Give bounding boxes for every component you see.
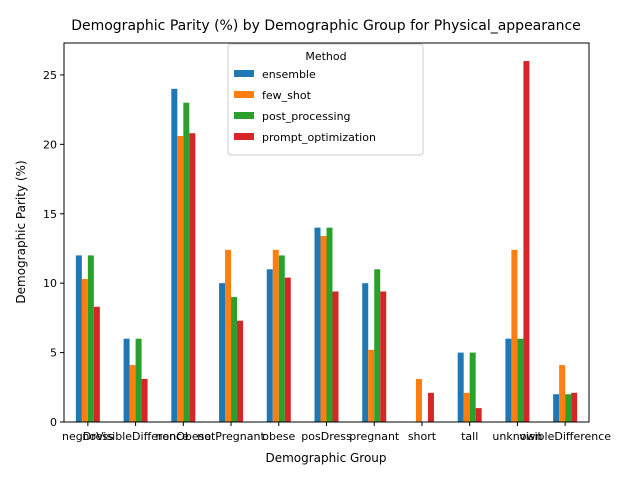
legend-label-ensemble: ensemble [262, 68, 316, 81]
y-tick-label: 20 [43, 138, 57, 151]
legend-swatch-prompt_optimization [234, 133, 254, 140]
bar-prompt_optimization-short [427, 392, 434, 422]
x-tick-label: tall [461, 430, 478, 443]
bar-few_shot-noVisibleDifference [129, 365, 136, 422]
bar-ensemble-tall [457, 352, 464, 422]
bar-ensemble-obese [266, 269, 273, 422]
bar-few_shot-tall [463, 392, 470, 422]
bars-group [75, 61, 578, 423]
bar-ensemble-noVisibleDifference [123, 338, 130, 422]
chart-title: Demographic Parity (%) by Demographic Gr… [71, 18, 581, 34]
bar-post_processing-negDress [87, 255, 94, 422]
bar-prompt_optimization-tall [475, 408, 482, 422]
bar-few_shot-unknown [511, 249, 518, 422]
bar-few_shot-pregnant [368, 349, 375, 422]
bar-ensemble-pregnant [362, 283, 369, 422]
y-axis-label: Demographic Parity (%) [14, 160, 28, 303]
legend-swatch-post_processing [234, 112, 254, 119]
bar-prompt_optimization-pregnant [380, 291, 387, 422]
bar-post_processing-posDress [326, 227, 333, 422]
bar-ensemble-posDress [314, 227, 321, 422]
bar-prompt_optimization-notPregnant [237, 320, 244, 422]
bar-prompt_optimization-negDress [93, 306, 100, 422]
bar-post_processing-unknown [517, 338, 524, 422]
x-tick-label: pregnant [349, 430, 400, 443]
y-axis: 0 5 10 15 20 25 [43, 69, 64, 429]
bar-post_processing-pregnant [374, 269, 381, 422]
bar-ensemble-nonObese [171, 88, 178, 422]
x-tick-label: negDress [62, 430, 114, 443]
y-tick-label: 5 [50, 347, 57, 360]
bar-prompt_optimization-unknown [523, 61, 530, 423]
bar-ensemble-visibleDifference [553, 394, 560, 422]
legend-label-post_processing: post_processing [262, 110, 351, 123]
bar-post_processing-visibleDifference [565, 394, 572, 422]
x-axis: negDressnoVisibleDifferencenonObesenotPr… [62, 422, 611, 443]
bar-prompt_optimization-nonObese [189, 133, 196, 423]
x-tick-label: obese [262, 430, 295, 443]
bar-ensemble-notPregnant [219, 283, 226, 422]
bar-ensemble-negDress [75, 255, 82, 422]
bar-prompt_optimization-visibleDifference [571, 392, 578, 422]
x-tick-label: notPregnant [197, 430, 265, 443]
x-tick-label: visibleDifference [519, 430, 611, 443]
y-tick-label: 25 [43, 69, 57, 82]
y-tick-label: 15 [43, 208, 57, 221]
bar-ensemble-unknown [505, 338, 512, 422]
x-tick-label: posDress [301, 430, 352, 443]
bar-post_processing-nonObese [183, 102, 190, 422]
bar-few_shot-negDress [81, 279, 88, 422]
bar-post_processing-tall [469, 352, 476, 422]
y-tick-label: 0 [50, 416, 57, 429]
legend-label-prompt_optimization: prompt_optimization [262, 131, 376, 144]
x-tick-label: nonObese [156, 430, 212, 443]
legend-swatch-ensemble [234, 70, 254, 77]
bar-prompt_optimization-posDress [332, 291, 339, 422]
legend-box [227, 43, 424, 156]
legend-swatch-few_shot [234, 91, 254, 98]
bar-few_shot-visibleDifference [559, 365, 566, 422]
legend-label-few_shot: few_shot [262, 89, 312, 102]
bar-few_shot-short [415, 378, 422, 422]
bar-post_processing-noVisibleDifference [135, 338, 142, 422]
bar-few_shot-obese [272, 249, 279, 422]
x-tick-label: noVisibleDifference [82, 430, 189, 443]
x-axis-label: Demographic Group [265, 451, 386, 465]
legend-title: Method [305, 50, 346, 63]
bar-few_shot-nonObese [177, 136, 184, 422]
plot-frame [63, 42, 590, 423]
bar-post_processing-obese [278, 255, 285, 422]
bar-post_processing-notPregnant [231, 297, 238, 422]
x-tick-label: unknown [492, 430, 542, 443]
y-tick-label: 10 [43, 277, 57, 290]
legend: Method ensemble few_shot post_processingpr… [227, 43, 424, 156]
bar-prompt_optimization-obese [284, 277, 291, 422]
bar-prompt_optimization-noVisibleDifference [141, 378, 148, 422]
x-tick-label: short [408, 430, 437, 443]
bar-few_shot-notPregnant [225, 249, 232, 422]
bar-few_shot-posDress [320, 235, 327, 422]
